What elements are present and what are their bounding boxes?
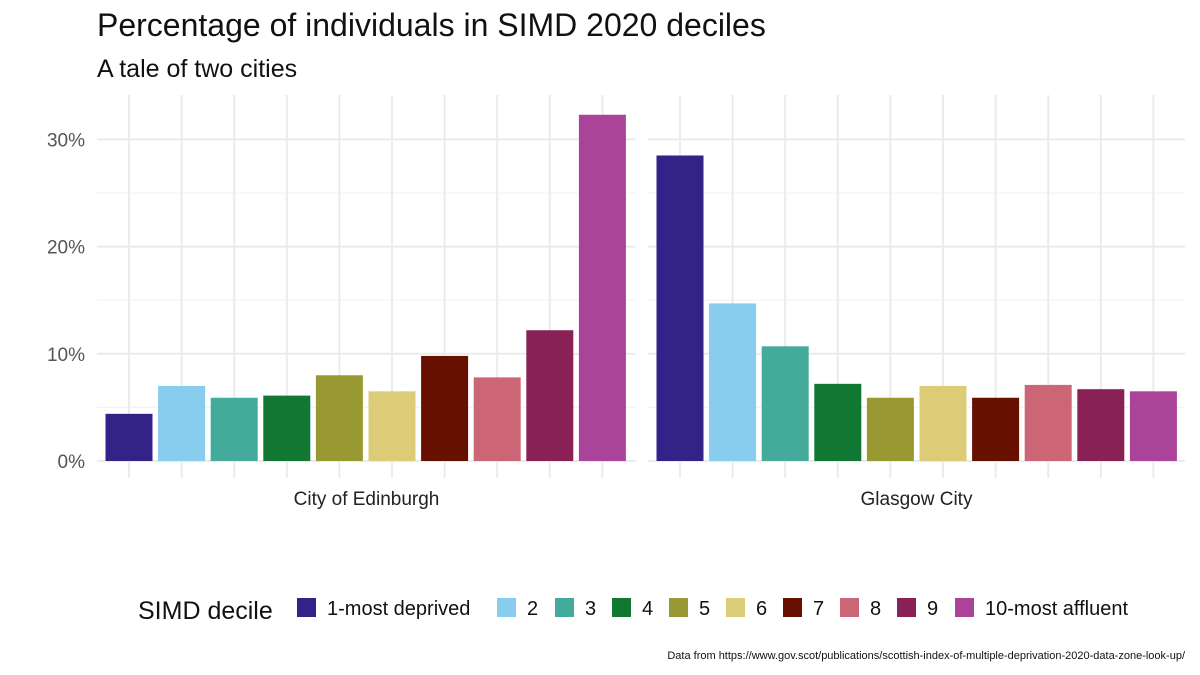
- legend-label-1: 1-most deprived: [327, 598, 470, 620]
- grid-lines: [97, 95, 1185, 478]
- bar-edinburgh-decile-6: [368, 391, 416, 461]
- bar-edinburgh-decile-9: [526, 330, 574, 461]
- legend-label-8: 8: [870, 598, 881, 620]
- bar-glasgow-decile-8: [1024, 384, 1072, 461]
- bar-glasgow-decile-3: [761, 346, 809, 461]
- bar-edinburgh-decile-7: [421, 355, 469, 461]
- legend-swatch-1: [297, 598, 316, 617]
- facet-label: Glasgow City: [861, 489, 973, 510]
- bar-edinburgh-decile-1: [105, 413, 153, 461]
- bar-glasgow-decile-7: [972, 397, 1020, 461]
- legend-swatch-8: [840, 598, 859, 617]
- bar-glasgow-decile-4: [814, 383, 862, 461]
- chart-title: Percentage of individuals in SIMD 2020 d…: [97, 7, 766, 43]
- legend: SIMD decile 1-most deprived 2 3 4 5 6 7 8 9 10-mo…: [138, 597, 1128, 625]
- legend-label-6: 6: [756, 598, 767, 620]
- facet-labels: City of Edinburgh Glasgow City: [294, 489, 973, 510]
- bars: [105, 114, 1177, 462]
- chart-subtitle: A tale of two cities: [97, 55, 297, 83]
- legend-swatch-10: [955, 598, 974, 617]
- legend-swatch-4: [612, 598, 631, 617]
- data-source-caption: Data from https://www.gov.scot/publicati…: [667, 650, 1186, 662]
- bar-edinburgh-decile-2: [158, 385, 206, 461]
- legend-swatch-2: [497, 598, 516, 617]
- legend-swatch-7: [783, 598, 802, 617]
- y-tick-label: 0%: [58, 452, 86, 473]
- bar-edinburgh-decile-4: [263, 395, 311, 461]
- bar-glasgow-decile-9: [1077, 389, 1125, 461]
- bar-glasgow-decile-10: [1129, 391, 1177, 461]
- legend-label-2: 2: [527, 598, 538, 620]
- bar-glasgow-decile-2: [709, 303, 757, 461]
- legend-swatch-3: [555, 598, 574, 617]
- legend-label-9: 9: [927, 598, 938, 620]
- bar-edinburgh-decile-10: [578, 114, 626, 461]
- legend-swatch-5: [669, 598, 688, 617]
- bar-edinburgh-decile-8: [473, 377, 521, 461]
- bar-edinburgh-decile-3: [210, 397, 258, 461]
- legend-label-4: 4: [642, 598, 653, 620]
- legend-label-10: 10-most affluent: [985, 598, 1128, 620]
- y-tick-label: 30%: [47, 130, 85, 151]
- y-axis: 0% 10% 20% 30%: [47, 130, 85, 473]
- bar-glasgow-decile-1: [656, 155, 704, 462]
- facet-label: City of Edinburgh: [294, 489, 440, 510]
- y-tick-label: 20%: [47, 238, 85, 259]
- legend-label-7: 7: [813, 598, 824, 620]
- legend-swatch-6: [726, 598, 745, 617]
- legend-title: SIMD decile: [138, 597, 273, 625]
- bar-glasgow-decile-5: [866, 397, 914, 461]
- legend-label-3: 3: [585, 598, 596, 620]
- bar-edinburgh-decile-5: [315, 375, 363, 461]
- legend-label-5: 5: [699, 598, 710, 620]
- legend-swatch-9: [897, 598, 916, 617]
- y-tick-label: 10%: [47, 345, 85, 366]
- bar-glasgow-decile-6: [919, 385, 967, 461]
